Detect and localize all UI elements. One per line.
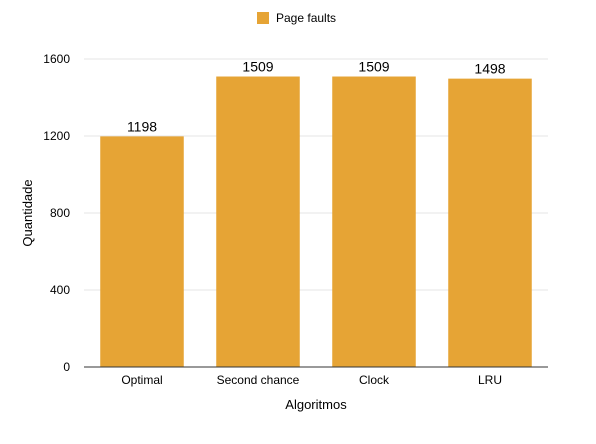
legend-label-page-faults: Page faults [276,11,336,25]
y-tick-label: 800 [50,206,70,220]
bar [216,76,300,367]
legend-swatch-page-faults [257,12,269,24]
y-axis-ticks: 0 400 800 1200 1600 [43,52,70,374]
bar [332,76,416,367]
y-axis-title: Quantidade [20,179,35,246]
data-labels: 1198 1509 1509 1498 [127,59,506,135]
x-tick-label: Optimal [121,373,162,387]
bar [100,136,184,367]
data-label: 1509 [358,59,389,75]
data-label: 1198 [127,118,157,134]
data-label: 1509 [242,59,273,75]
bars [100,76,532,367]
x-tick-label: Second chance [217,373,300,387]
x-tick-label: Clock [359,373,390,387]
x-axis-title: Algoritmos [285,397,347,412]
y-tick-label: 400 [50,283,70,297]
x-tick-label: LRU [478,373,502,387]
data-label: 1498 [474,61,505,77]
x-axis-ticks: Optimal Second chance Clock LRU [121,373,502,387]
y-tick-label: 0 [63,360,70,374]
bar [448,78,532,367]
y-tick-label: 1200 [43,129,70,143]
y-tick-label: 1600 [43,52,70,66]
legend: Page faults [257,11,336,25]
